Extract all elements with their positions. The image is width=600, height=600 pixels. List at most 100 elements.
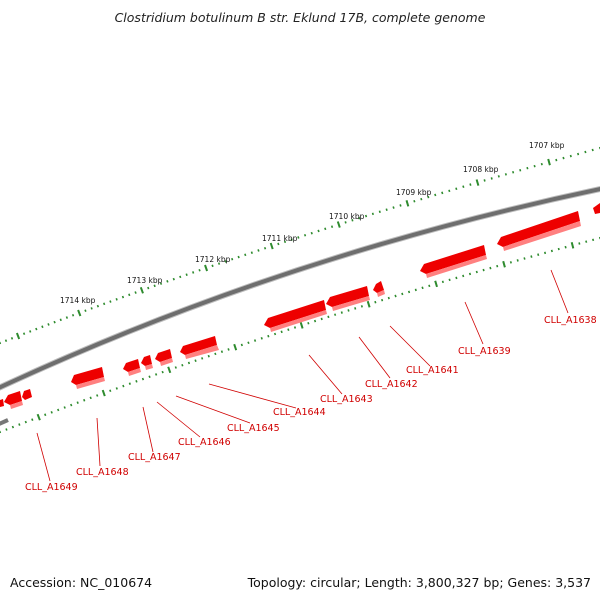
- major-tick: [139, 286, 144, 294]
- major-tick: [233, 343, 238, 351]
- major-tick: [547, 158, 551, 166]
- genome-backbone: [0, 186, 600, 391]
- gene-arrow-CLL_A1647[interactable]: [123, 359, 141, 376]
- inner-scale-track: [0, 236, 600, 434]
- minor-tick: [540, 162, 543, 166]
- scale-label-1710: 1710 kbp: [329, 212, 365, 221]
- gene-arrow-CLL_A1646[interactable]: [141, 355, 153, 370]
- gene-label-CLL_A1638: CLL_A1638: [544, 315, 597, 326]
- minor-tick: [327, 315, 330, 319]
- minor-tick: [526, 166, 529, 170]
- minor-tick: [489, 266, 492, 270]
- minor-tick: [462, 185, 465, 188]
- gene-arrow-CLL_A1644[interactable]: [180, 336, 219, 359]
- minor-tick: [128, 293, 131, 297]
- major-tick: [570, 242, 575, 249]
- minor-tick: [11, 425, 15, 429]
- minor-tick: [172, 277, 175, 281]
- minor-tick: [96, 304, 100, 308]
- minor-tick: [497, 175, 500, 178]
- minor-tick: [523, 257, 526, 260]
- minor-tick: [128, 382, 131, 385]
- minor-tick: [35, 327, 38, 331]
- minor-tick: [194, 359, 197, 362]
- gene-label-CLL_A1642: CLL_A1642: [365, 379, 418, 390]
- minor-tick: [413, 199, 416, 203]
- minor-tick: [550, 249, 553, 253]
- minor-tick: [273, 332, 277, 336]
- minor-tick: [84, 309, 87, 312]
- minor-tick: [564, 245, 567, 249]
- minor-tick: [240, 343, 243, 347]
- minor-tick: [427, 195, 430, 199]
- scale-label-1714: 1714 kbp: [60, 296, 96, 305]
- gene-arrow-CLL_A1649[interactable]: [0, 389, 32, 409]
- minor-tick: [103, 302, 106, 306]
- minor-tick: [192, 271, 195, 274]
- minor-tick: [260, 337, 263, 340]
- minor-tick: [585, 240, 588, 243]
- gene-label-CLL_A1641: CLL_A1641: [406, 365, 459, 376]
- scale-labels: 1707 kbp 1708 kbp 1709 kbp 1710 kbp 1711…: [60, 141, 565, 305]
- minor-tick: [562, 156, 565, 160]
- minor-tick: [392, 206, 395, 209]
- minor-tick: [307, 321, 310, 325]
- minor-tick: [455, 187, 458, 191]
- minor-tick: [374, 300, 377, 304]
- minor-tick: [509, 261, 512, 264]
- gene-label-CLL_A1647: CLL_A1647: [128, 452, 181, 463]
- minor-tick: [247, 341, 250, 345]
- gene-arrow-CLL_A1638[interactable]: [497, 211, 581, 251]
- minor-tick: [90, 307, 93, 310]
- minor-tick: [407, 290, 411, 294]
- major-tick: [475, 179, 480, 186]
- minor-tick: [371, 212, 374, 216]
- minor-tick: [569, 154, 572, 158]
- minor-tick: [153, 284, 156, 288]
- gene-arrow-CLL_A1648[interactable]: [71, 367, 105, 389]
- minor-tick: [334, 313, 337, 316]
- minor-tick: [109, 300, 112, 303]
- minor-tick: [22, 332, 26, 335]
- minor-tick: [179, 275, 182, 279]
- minor-tick: [267, 334, 270, 338]
- major-tick: [405, 200, 410, 207]
- minor-tick: [462, 274, 465, 278]
- minor-tick: [293, 326, 297, 329]
- minor-tick: [207, 354, 210, 358]
- gene-label-CLL_A1646: CLL_A1646: [178, 437, 231, 448]
- minor-tick: [434, 193, 437, 197]
- minor-tick: [161, 370, 164, 374]
- gene-arrow[interactable]: [593, 203, 600, 214]
- minor-tick: [187, 361, 191, 365]
- minor-tick: [421, 286, 424, 290]
- minor-tick: [591, 148, 594, 152]
- minor-tick: [57, 408, 60, 412]
- minor-tick: [313, 319, 317, 323]
- major-tick: [269, 242, 274, 250]
- gene-arrow-CLL_A1639[interactable]: [420, 245, 487, 278]
- minor-tick: [201, 357, 204, 360]
- gene-arrow-CLL_A1642[interactable]: [326, 286, 370, 311]
- minor-tick: [31, 418, 34, 421]
- gene-label-CLL_A1644: CLL_A1644: [273, 407, 326, 418]
- minor-tick: [122, 384, 125, 388]
- map-title: Clostridium botulinum B str. Eklund 17B,…: [114, 10, 486, 25]
- genome-summary-text: Topology: circular; Length: 3,800,327 bp…: [247, 575, 591, 590]
- minor-tick: [253, 339, 257, 342]
- minor-tick: [351, 218, 354, 222]
- minor-tick: [469, 183, 472, 186]
- minor-tick: [530, 255, 533, 258]
- minor-tick: [83, 398, 86, 402]
- major-tick: [366, 300, 371, 308]
- gene-arrow-CLL_A1643[interactable]: [264, 300, 327, 332]
- major-tick: [15, 332, 21, 340]
- gene-arrow-CLL_A1641[interactable]: [373, 281, 385, 297]
- minor-tick: [441, 280, 444, 284]
- gene-arrow-CLL_A1645[interactable]: [155, 349, 173, 366]
- gene-labels: CLL_A1638 CLL_A1639 CLL_A1641 CLL_A1642 …: [25, 315, 597, 493]
- minor-tick: [263, 246, 267, 250]
- gene-label-CLL_A1639: CLL_A1639: [458, 346, 511, 357]
- minor-tick: [577, 152, 580, 156]
